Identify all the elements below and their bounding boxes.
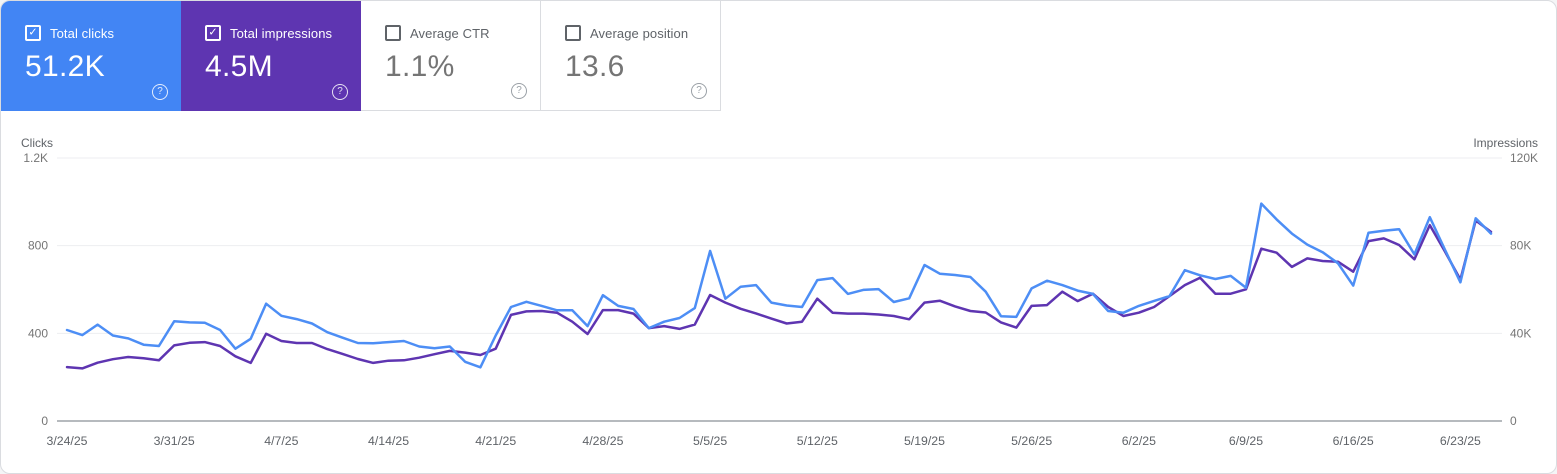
- left-axis-title: Clicks: [21, 136, 53, 150]
- checkbox-checked-icon[interactable]: ✓: [25, 25, 41, 41]
- chart-gridlines: [57, 157, 1502, 422]
- svg-text:5/5/25: 5/5/25: [693, 434, 727, 448]
- card-total-clicks[interactable]: ✓ Total clicks 51.2K ?: [1, 1, 181, 111]
- svg-text:3/31/25: 3/31/25: [154, 434, 195, 448]
- checkbox-unchecked-icon[interactable]: [385, 25, 401, 41]
- svg-text:0: 0: [41, 414, 48, 428]
- card-average-position[interactable]: Average position 13.6 ?: [541, 1, 721, 111]
- svg-text:1.2K: 1.2K: [23, 151, 48, 165]
- right-axis-title: Impressions: [1473, 136, 1538, 150]
- card-value: 4.5M: [205, 50, 273, 83]
- help-icon[interactable]: ?: [332, 84, 348, 100]
- svg-text:80K: 80K: [1510, 239, 1531, 253]
- card-total-impressions[interactable]: ✓ Total impressions 4.5M ?: [181, 1, 361, 111]
- svg-text:800: 800: [28, 239, 48, 253]
- card-label: Average position: [590, 25, 689, 41]
- card-value: 13.6: [565, 50, 625, 83]
- svg-text:4/14/25: 4/14/25: [368, 434, 409, 448]
- chart-axis-labels: 0 400 800 1.2K 0 40K 80K 120K 3/24/25 3/31/25 4/7/…: [23, 151, 1538, 448]
- card-value: 51.2K: [25, 50, 105, 83]
- svg-text:400: 400: [28, 326, 48, 340]
- svg-text:6/2/25: 6/2/25: [1122, 434, 1156, 448]
- card-header: ✓ Total clicks: [25, 25, 181, 41]
- svg-text:3/24/25: 3/24/25: [46, 434, 87, 448]
- checkmark-icon: ✓: [208, 26, 218, 38]
- card-header: ✓ Total impressions: [205, 25, 361, 41]
- svg-text:4/7/25: 4/7/25: [264, 434, 298, 448]
- checkbox-checked-icon[interactable]: ✓: [205, 25, 221, 41]
- card-label: Total impressions: [230, 25, 333, 41]
- help-icon[interactable]: ?: [152, 84, 168, 100]
- svg-text:6/23/25: 6/23/25: [1440, 434, 1481, 448]
- card-value: 1.1%: [385, 50, 455, 83]
- svg-text:5/12/25: 5/12/25: [797, 434, 838, 448]
- checkmark-icon: ✓: [28, 26, 38, 38]
- checkbox-unchecked-icon[interactable]: [565, 25, 581, 41]
- chart-series-lines: [65, 202, 1493, 370]
- help-icon[interactable]: ?: [691, 83, 707, 99]
- svg-text:40K: 40K: [1510, 326, 1531, 340]
- help-icon[interactable]: ?: [511, 83, 527, 99]
- svg-text:0: 0: [1510, 414, 1517, 428]
- svg-text:5/26/25: 5/26/25: [1011, 434, 1052, 448]
- card-label: Total clicks: [50, 25, 115, 41]
- svg-text:6/9/25: 6/9/25: [1229, 434, 1263, 448]
- card-header: Average position: [565, 25, 720, 41]
- svg-text:5/19/25: 5/19/25: [904, 434, 945, 448]
- card-label: Average CTR: [410, 25, 490, 41]
- svg-text:4/21/25: 4/21/25: [475, 434, 516, 448]
- metric-cards-row: ✓ Total clicks 51.2K ? ✓ Total impressio…: [1, 1, 1556, 111]
- card-header: Average CTR: [385, 25, 540, 41]
- svg-text:120K: 120K: [1510, 151, 1538, 165]
- card-average-ctr[interactable]: Average CTR 1.1% ?: [361, 1, 541, 111]
- svg-text:4/28/25: 4/28/25: [582, 434, 623, 448]
- svg-text:6/16/25: 6/16/25: [1333, 434, 1374, 448]
